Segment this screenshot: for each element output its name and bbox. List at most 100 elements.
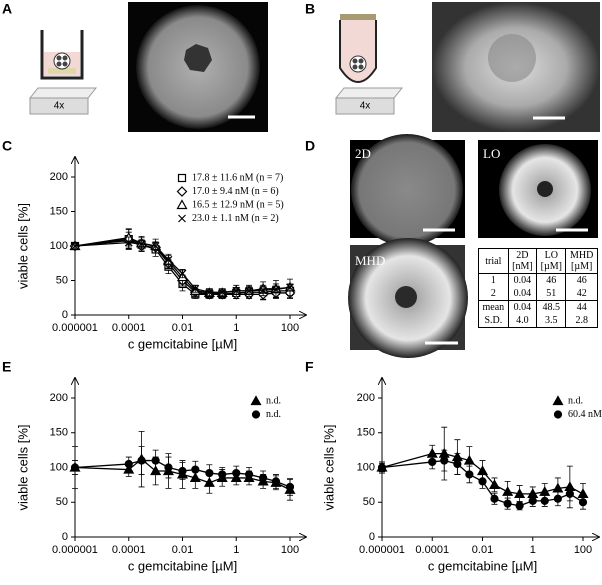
micrograph-well xyxy=(351,134,463,246)
spheroid xyxy=(537,181,553,197)
series-line xyxy=(74,241,291,293)
marker xyxy=(232,468,241,478)
image-label: LO xyxy=(483,146,500,161)
table-cell: 0.04 xyxy=(507,287,538,301)
legend-marker xyxy=(176,186,188,197)
panel-label: B xyxy=(305,1,315,17)
x-tick-label: 0.0001 xyxy=(415,544,449,556)
marker xyxy=(203,477,215,487)
header-text: LO xyxy=(544,250,558,261)
x-tick-label: 0.000001 xyxy=(359,544,405,556)
marker xyxy=(259,473,268,483)
marker xyxy=(540,496,549,505)
panel-label: C xyxy=(2,138,12,154)
table-cell: 51 xyxy=(536,287,567,301)
marker xyxy=(164,463,173,472)
table-cell: mean xyxy=(478,300,509,314)
table-cell: 46 xyxy=(565,273,598,287)
x-tick-label: 1 xyxy=(233,322,239,334)
table-cell: 44 xyxy=(565,300,598,314)
marker xyxy=(428,457,437,467)
legend-label: 60.4 nM xyxy=(568,409,602,420)
y-tick-label: 150 xyxy=(50,205,68,217)
marker xyxy=(465,470,474,479)
y-tick-label: 100 xyxy=(50,461,68,473)
table-cell: 2.8 xyxy=(565,314,598,328)
legend-label: 23.0 ± 1.1 nM (n = 2) xyxy=(192,213,279,224)
y-tick-label: 200 xyxy=(357,392,375,404)
marker xyxy=(137,240,146,248)
legend-label: n.d. xyxy=(266,409,281,420)
ic50-table: trial 2D [nM] LO [µM] MHD [µM] 1 0.04 46 46 2 0.04 51… xyxy=(478,248,598,328)
legend-marker xyxy=(251,410,261,419)
marker xyxy=(124,238,133,247)
spheroid xyxy=(395,286,417,308)
legend-label: n.d. xyxy=(568,395,583,406)
marker xyxy=(478,477,487,486)
legend-label: 17.8 ± 11.6 nM (n = 7) xyxy=(192,172,283,183)
table-cell: 3.5 xyxy=(536,314,567,328)
chart: 0 50 100 150 200 0.000001 0.0001 0.01 1 100 c gemc… xyxy=(321,378,602,573)
table-header-cell: 2D [nM] xyxy=(507,248,538,274)
marker xyxy=(286,283,294,292)
legend-marker xyxy=(552,395,564,406)
marker xyxy=(272,285,280,294)
marker xyxy=(377,463,387,472)
x-axis-label: c gemcitabine [µM] xyxy=(128,558,237,573)
panel-label: F xyxy=(305,359,314,375)
marker xyxy=(244,470,254,479)
table-cell: 0.04 xyxy=(507,300,538,314)
y-tick-label: 150 xyxy=(50,427,68,439)
y-axis-label: viable cells [%] xyxy=(15,425,30,511)
marker xyxy=(528,496,537,505)
chart: 0 50 100 150 200 0.000001 0.0001 0.01 1 100 c gemc… xyxy=(15,378,306,573)
x-tick-label: 1 xyxy=(233,544,239,556)
table-cell: 46 xyxy=(536,273,567,287)
marker xyxy=(191,284,200,293)
table-header-cell: MHD [µM] xyxy=(565,248,598,274)
table-header-row: trial 2D [nM] LO [µM] MHD [µM] xyxy=(478,248,598,274)
marker xyxy=(178,269,187,278)
marker xyxy=(503,499,512,508)
marker xyxy=(502,486,514,496)
y-axis-label: viable cells [%] xyxy=(321,425,336,511)
table-cell: S.D. xyxy=(478,314,509,328)
panel-label: E xyxy=(2,359,11,375)
table-cell: 1 xyxy=(478,273,509,287)
marker xyxy=(515,501,524,510)
legend-marker xyxy=(553,410,563,419)
marker xyxy=(488,479,501,489)
marker xyxy=(490,494,499,503)
x-tick-label: 0.0001 xyxy=(112,322,146,334)
marker xyxy=(151,242,160,250)
y-tick-label: 50 xyxy=(56,496,68,508)
marker xyxy=(191,465,200,474)
marker xyxy=(245,286,253,295)
legend-marker xyxy=(178,214,186,223)
marker xyxy=(71,242,79,250)
table-row: 2 0.04 51 42 xyxy=(478,287,598,301)
x-tick-label: 0.01 xyxy=(472,544,493,556)
image-label: 2D xyxy=(355,146,371,161)
y-tick-label: 0 xyxy=(62,531,68,543)
marker xyxy=(70,463,80,472)
header-text: [nM] xyxy=(512,261,533,272)
header-text: MHD xyxy=(570,250,594,261)
legend-marker xyxy=(250,395,262,406)
marker xyxy=(463,454,475,465)
table-cell: 0.04 xyxy=(507,273,538,287)
marker xyxy=(164,255,173,264)
y-tick-label: 150 xyxy=(357,427,375,439)
marker xyxy=(553,494,562,503)
x-tick-label: 1 xyxy=(530,544,536,556)
y-tick-label: 200 xyxy=(50,171,68,183)
marker xyxy=(205,468,214,478)
y-tick-label: 0 xyxy=(369,531,375,543)
panel-label: D xyxy=(305,138,315,154)
marker xyxy=(205,288,214,297)
y-tick-label: 50 xyxy=(363,496,375,508)
table-row: mean 0.04 48.5 44 xyxy=(478,300,598,314)
marker xyxy=(453,459,462,469)
marker xyxy=(137,456,146,465)
